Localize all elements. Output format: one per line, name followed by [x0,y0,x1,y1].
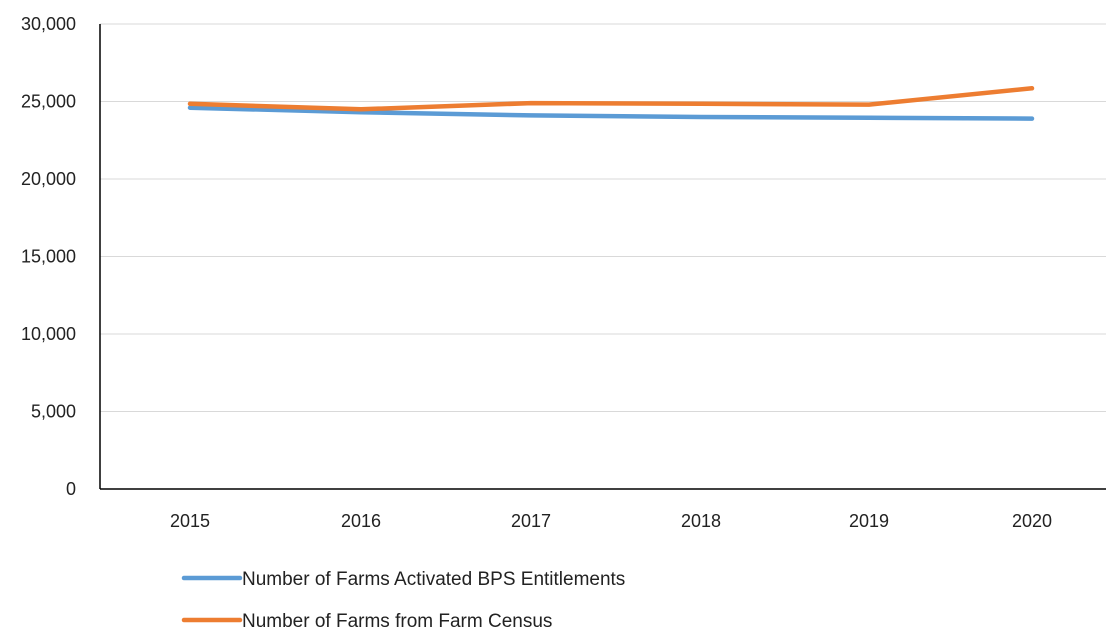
gridlines [100,23,1106,412]
legend: Number of Farms Activated BPS Entitlemen… [181,569,625,630]
x-tick-label: 2016 [341,511,381,531]
series-line-2 [187,86,1035,112]
y-tick-labels: 0 5,000 10,000 15,000 20,000 25,000 30,000 [21,14,76,499]
series-line-1 [187,105,1035,121]
y-tick-label: 25,000 [21,92,76,112]
x-tick-label: 2019 [849,511,889,531]
legend-label-2: Number of Farms from Farm Census [242,611,552,630]
axes [99,24,1106,490]
x-tick-label: 2018 [681,511,721,531]
x-tick-label: 2020 [1012,511,1052,531]
y-tick-label: 10,000 [21,324,76,344]
series-lines [187,86,1035,121]
y-tick-label: 20,000 [21,169,76,189]
x-tick-label: 2017 [511,511,551,531]
y-tick-label: 0 [66,479,76,499]
legend-label-1: Number of Farms Activated BPS Entitlemen… [242,569,625,590]
y-tick-label: 15,000 [21,247,76,267]
y-tick-label: 30,000 [21,14,76,34]
y-tick-label: 5,000 [31,402,76,422]
x-tick-label: 2015 [170,511,210,531]
x-tick-labels: 2015 2016 2017 2018 2019 2020 [170,511,1052,531]
